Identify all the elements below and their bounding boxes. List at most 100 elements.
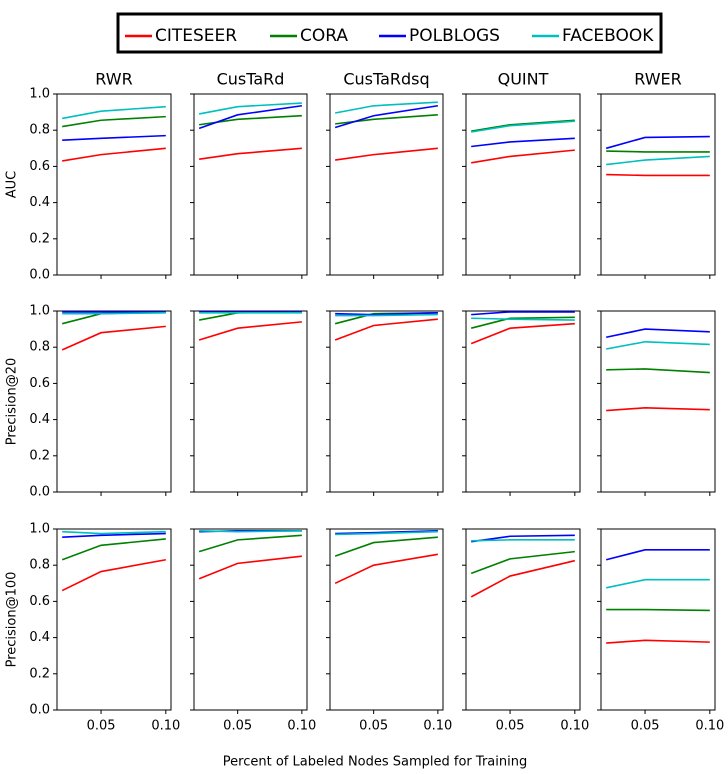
series-line: [62, 115, 166, 128]
series-line: [198, 104, 302, 130]
series-line: [470, 316, 575, 329]
series-line: [198, 555, 302, 580]
y-tick-label: 0.0: [29, 485, 50, 500]
x-tick-label: 0.05: [359, 719, 388, 734]
x-axis-label: Percent of Labeled Nodes Sampled for Tra…: [223, 755, 527, 770]
axes-frame: [600, 93, 716, 276]
subplot-title: RWER: [634, 70, 682, 89]
x-tick-label: 0.10: [151, 719, 180, 734]
series-line: [606, 368, 710, 374]
axes-frame: [465, 528, 581, 711]
series-line: [334, 101, 438, 114]
subplot-title: QUINT: [498, 70, 549, 89]
y-tick-label: 0.8: [29, 558, 50, 573]
series-line: [62, 530, 166, 535]
axes-frame: [465, 93, 581, 276]
series-line: [334, 318, 438, 341]
series-line: [198, 534, 302, 553]
axes-frame: [600, 310, 716, 493]
series-line: [198, 102, 302, 115]
series-line: [471, 149, 575, 164]
axes-frame: [56, 93, 172, 276]
axes-frame: [56, 310, 172, 493]
axes-frame: [465, 310, 581, 493]
axes-frame: [329, 310, 444, 493]
y-tick-label: 0.6: [29, 594, 50, 609]
series-line: [606, 155, 710, 166]
legend-label: CORA: [300, 26, 348, 46]
series-line: [62, 532, 166, 538]
axes-frame: [329, 93, 444, 276]
series-line: [335, 312, 438, 316]
series-line: [61, 325, 166, 351]
subplot-title: CusTaRdsq: [343, 70, 429, 89]
x-tick-label: 0.05: [496, 719, 525, 734]
series-line: [61, 538, 166, 561]
series-line: [606, 578, 710, 589]
y-tick-label: 0.2: [29, 666, 50, 681]
axes-frame: [329, 528, 444, 711]
y-tick-label: 0.6: [29, 376, 50, 391]
x-tick-label: 0.10: [560, 719, 589, 734]
series-line: [62, 312, 166, 315]
y-tick-label: 0.4: [29, 630, 50, 645]
series-line: [606, 328, 710, 339]
y-axis-label: AUC: [5, 171, 20, 199]
series-line: [470, 550, 575, 575]
series-line: [471, 120, 575, 133]
legend-label: FACEBOOK: [562, 26, 654, 46]
series-line: [334, 536, 438, 557]
series-line: [335, 530, 438, 536]
y-tick-label: 0.4: [29, 412, 50, 427]
series-line: [470, 322, 575, 345]
series-line: [605, 135, 710, 150]
axes-frame: [193, 528, 308, 711]
legend-label: POLBLOGS: [409, 26, 500, 46]
series-line: [62, 105, 166, 120]
series-line: [334, 553, 438, 585]
series-line: [335, 530, 438, 535]
y-tick-label: 0.0: [29, 703, 50, 718]
series-line: [199, 530, 302, 533]
series-line: [199, 147, 302, 160]
legend-box: [116, 12, 663, 54]
series-line: [606, 407, 710, 412]
series-line: [62, 134, 166, 141]
series-line: [471, 119, 575, 132]
x-tick-label: 0.05: [223, 719, 252, 734]
y-tick-label: 0.0: [29, 268, 50, 283]
series-line: [335, 313, 438, 317]
y-tick-label: 0.8: [29, 340, 50, 355]
y-axis-label: Precision@100: [5, 572, 20, 668]
series-line: [199, 114, 302, 126]
series-line: [335, 114, 438, 125]
series-line: [606, 340, 710, 350]
x-tick-label: 0.05: [87, 719, 116, 734]
series-line: [606, 639, 710, 644]
series-line: [198, 321, 302, 341]
subplot-title: CusTaRd: [217, 70, 285, 89]
y-tick-label: 1.0: [29, 87, 50, 102]
y-tick-label: 0.2: [29, 448, 50, 463]
series-line: [471, 317, 575, 321]
series-line: [471, 539, 575, 542]
axes-frame: [600, 528, 716, 711]
x-tick-label: 0.05: [631, 719, 660, 734]
series-line: [471, 311, 575, 316]
series-line: [606, 150, 710, 153]
x-tick-label: 0.10: [287, 719, 316, 734]
series-line: [335, 147, 438, 161]
series-line: [606, 173, 710, 177]
axes-frame: [193, 93, 308, 276]
y-tick-label: 0.2: [29, 231, 50, 246]
series-line: [605, 549, 710, 561]
subplot-title: RWR: [95, 70, 132, 89]
y-tick-label: 1.0: [29, 304, 50, 319]
series-line: [606, 608, 710, 612]
series-line: [470, 559, 576, 598]
y-axis-label: Precision@20: [5, 358, 20, 446]
legend-label: CITESEER: [155, 26, 237, 46]
y-tick-label: 0.6: [29, 159, 50, 174]
y-tick-label: 0.4: [29, 195, 50, 210]
